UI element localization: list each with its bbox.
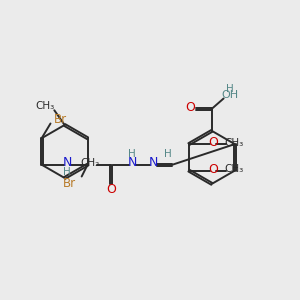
Text: O: O	[208, 136, 218, 149]
Text: CH₃: CH₃	[36, 101, 55, 111]
Text: H: H	[63, 167, 71, 177]
Text: OH: OH	[221, 90, 239, 100]
Text: N: N	[148, 156, 158, 169]
Text: H: H	[128, 148, 136, 158]
Text: O: O	[186, 101, 196, 114]
Text: N: N	[63, 156, 72, 169]
Text: Br: Br	[63, 177, 76, 190]
Text: Br: Br	[54, 113, 68, 127]
Text: O: O	[106, 183, 116, 196]
Text: CH₃: CH₃	[224, 138, 243, 148]
Text: CH₂: CH₂	[81, 158, 100, 168]
Text: H: H	[226, 84, 234, 94]
Text: H: H	[164, 149, 172, 159]
Text: N: N	[128, 156, 137, 169]
Text: CH₃: CH₃	[224, 164, 243, 174]
Text: O: O	[208, 163, 218, 176]
